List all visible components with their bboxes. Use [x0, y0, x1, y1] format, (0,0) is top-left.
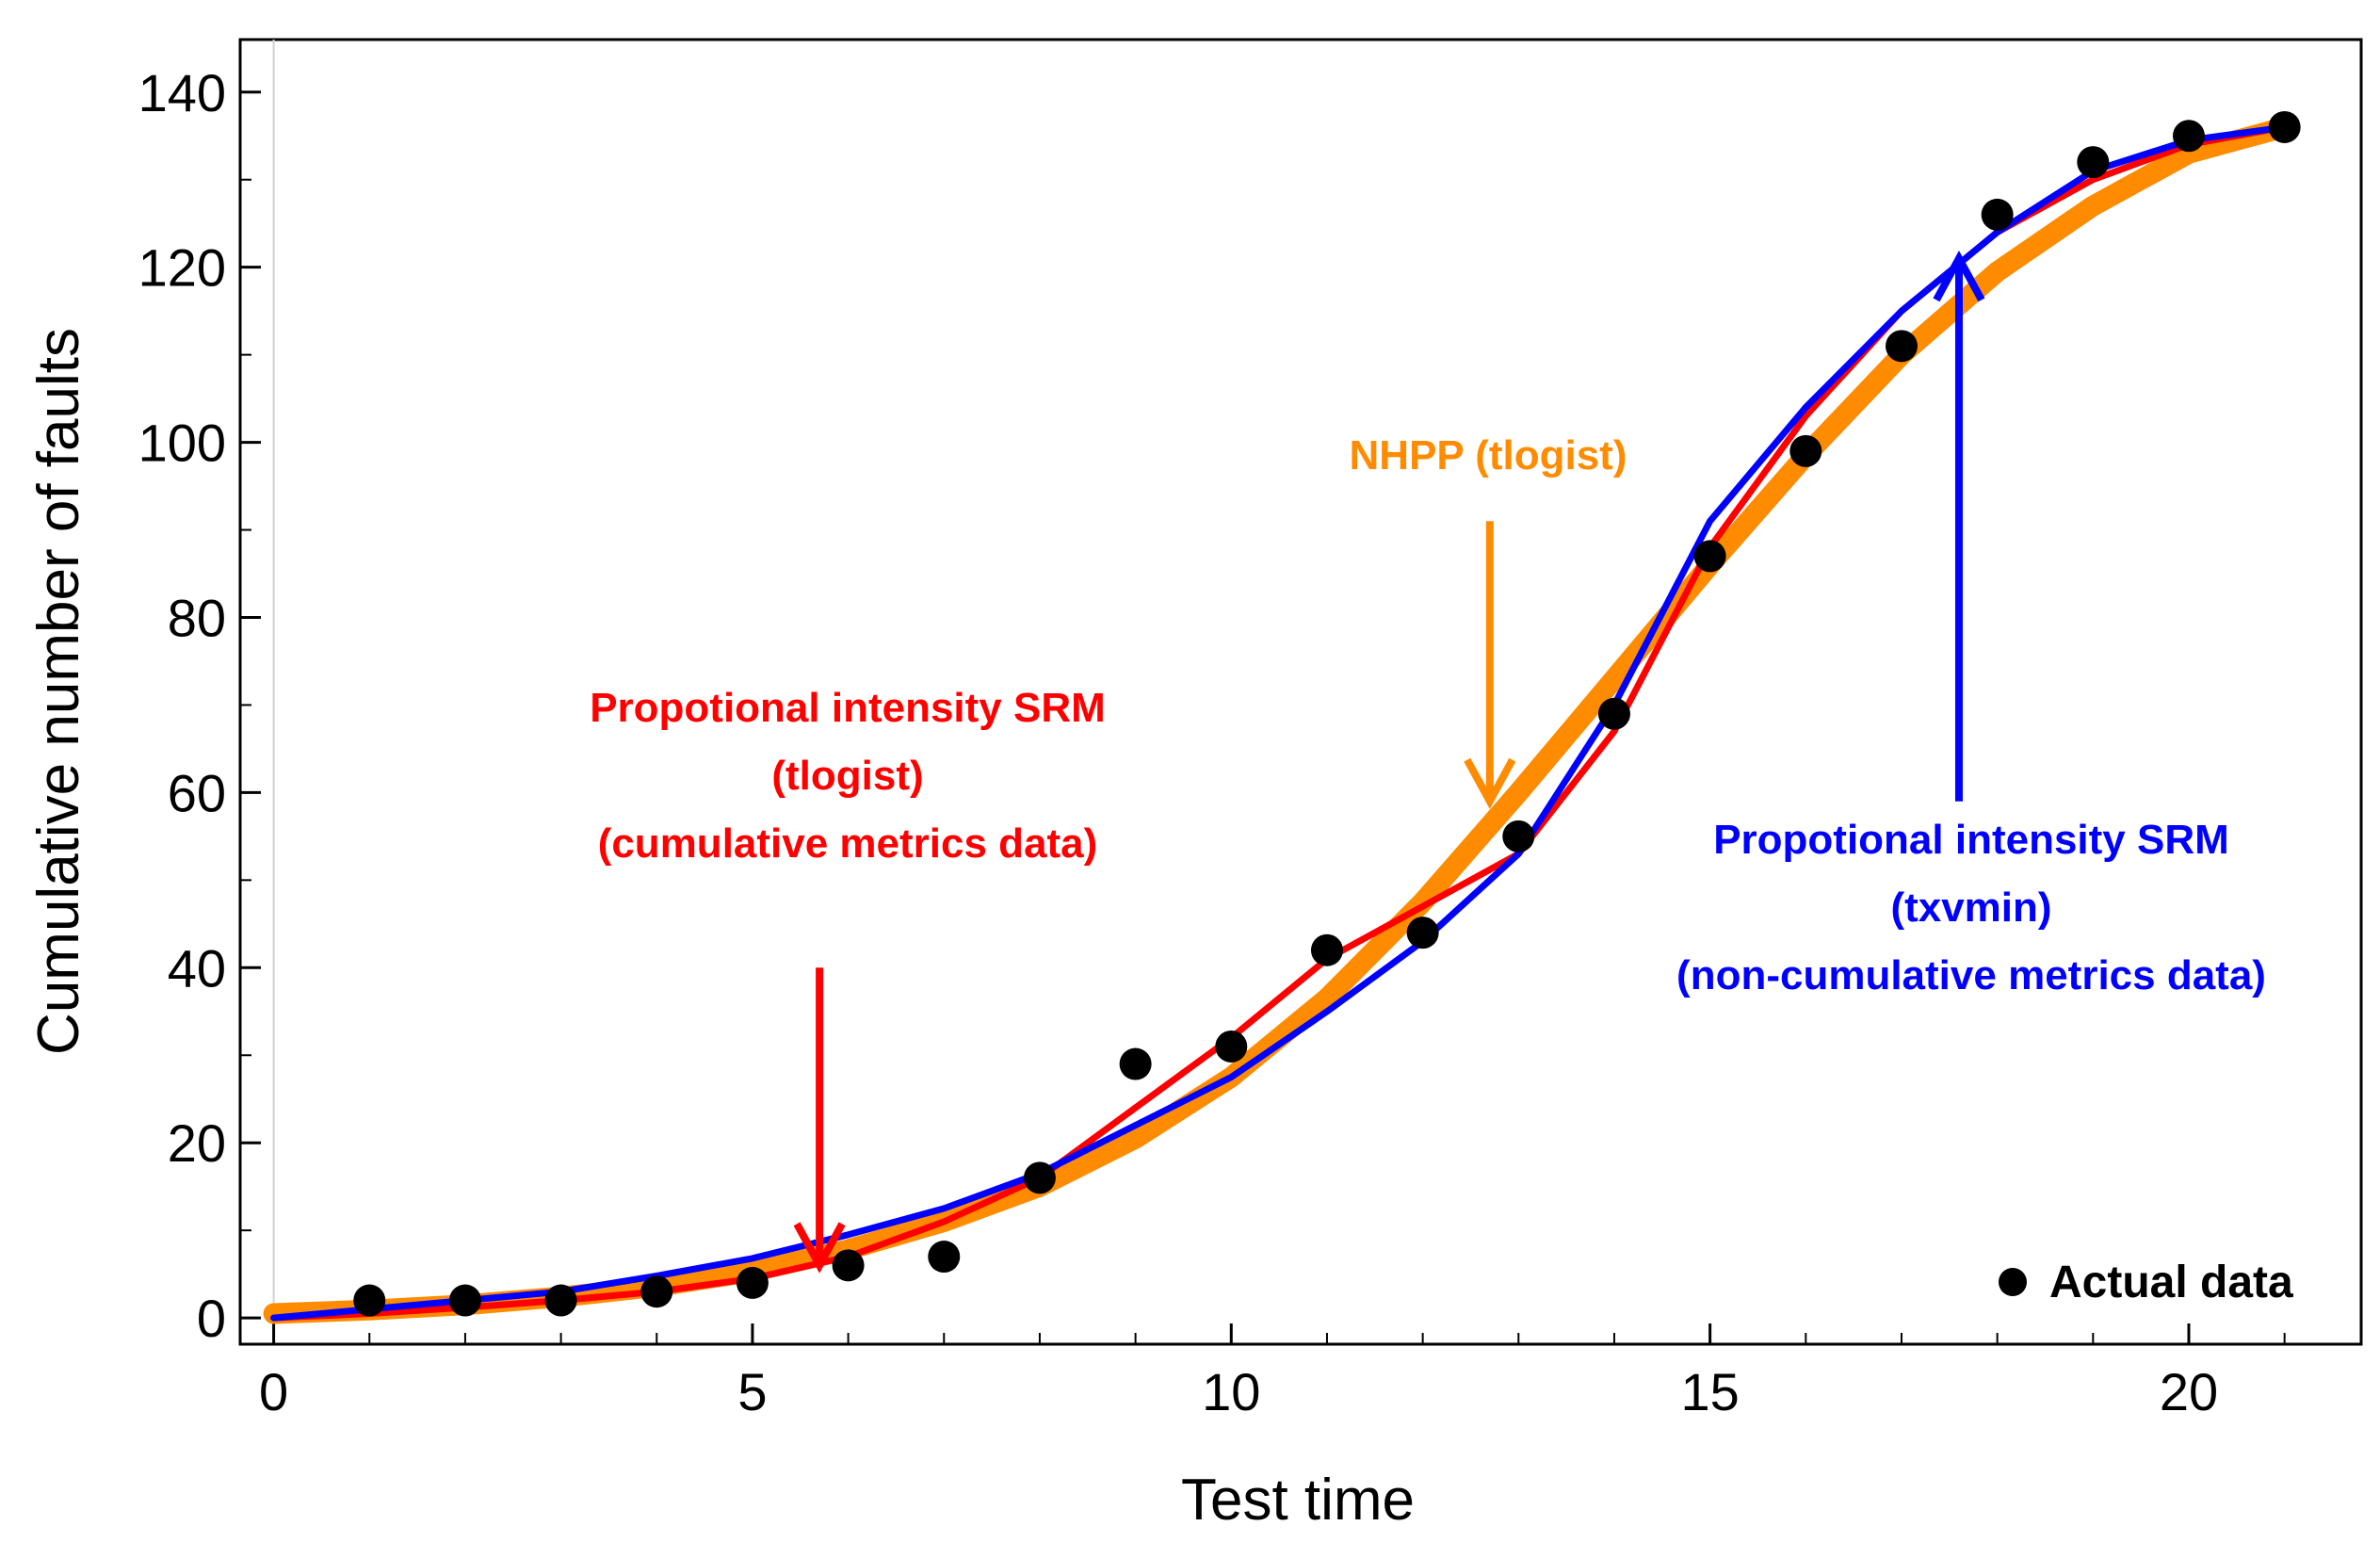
- y-tick-label: 40: [168, 938, 226, 998]
- blue-annotation-arrow-head: [1933, 251, 1985, 302]
- red-annotation-line: Propotional intensity SRM: [590, 685, 1106, 731]
- actual-data-point: [2268, 110, 2301, 143]
- ticks: 0 5 10 15 20 0 20 40 60 80 100 120 140: [138, 63, 2286, 1421]
- actual-data-point: [1597, 697, 1630, 730]
- x-tick-label: 15: [1680, 1362, 1739, 1421]
- legend: Actual data: [1999, 1258, 2293, 1307]
- actual-data-point: [2077, 146, 2110, 179]
- actual-data-point: [1215, 1030, 1248, 1063]
- y-tick-label: 120: [138, 238, 226, 298]
- actual-data-point: [1119, 1047, 1152, 1080]
- x-tick-label: 10: [1202, 1362, 1260, 1421]
- plot-frame: [238, 38, 2363, 1346]
- y-tick-label: 0: [197, 1289, 226, 1348]
- red-annotation-arrow-head: [793, 1222, 846, 1274]
- legend-label: Actual data: [2049, 1258, 2293, 1307]
- actual-data-point: [544, 1284, 577, 1317]
- actual-data-point: [1693, 540, 1726, 573]
- annotations: Propotional intensity SRM (tlogist) (cumul…: [590, 251, 2266, 1274]
- actual-data-point: [640, 1275, 673, 1308]
- red-annotation-line: (cumulative metrics data): [598, 820, 1098, 867]
- actual-data-point: [1885, 330, 1918, 363]
- red-annotation-line: (tlogist): [771, 753, 923, 799]
- x-tick-label: 20: [2160, 1362, 2218, 1421]
- actual-data-point: [2172, 120, 2205, 153]
- actual-data-point: [1502, 820, 1535, 852]
- legend-marker: [1999, 1268, 2027, 1296]
- actual-data-point: [1023, 1161, 1056, 1194]
- y-tick-label: 60: [168, 763, 226, 822]
- actual-data-point: [832, 1249, 865, 1282]
- blue-annotation-line: (txvmin): [1890, 885, 2051, 931]
- actual-data-point: [1789, 434, 1822, 467]
- orange-annotation-line: NHPP (tlogist): [1350, 432, 1627, 479]
- actual-data-point: [448, 1284, 481, 1317]
- blue-annotation-line: Propotional intensity SRM: [1713, 817, 2229, 863]
- x-tick-label: 0: [259, 1362, 288, 1421]
- actual-data-point: [1310, 933, 1343, 966]
- y-tick-label: 80: [168, 588, 226, 647]
- data-points: [353, 110, 2301, 1317]
- actual-data-point: [928, 1241, 961, 1274]
- x-tick-label: 5: [737, 1362, 767, 1421]
- y-tick-label: 20: [168, 1113, 226, 1173]
- y-tick-label: 100: [138, 414, 226, 473]
- y-tick-label: 140: [138, 63, 226, 122]
- actual-data-point: [353, 1284, 386, 1317]
- actual-data-point: [736, 1266, 769, 1299]
- orange-annotation-arrow-head: [1464, 757, 1516, 810]
- blue-annotation-line: (non-cumulative metrics data): [1676, 952, 2266, 998]
- actual-data-point: [1981, 198, 2014, 231]
- y-axis-title: Cumulative number of faults: [26, 328, 91, 1055]
- nhpp-tlogist-line: [263, 117, 2295, 1324]
- x-axis-title: Test time: [1181, 1468, 1415, 1533]
- actual-data-point: [1406, 917, 1439, 950]
